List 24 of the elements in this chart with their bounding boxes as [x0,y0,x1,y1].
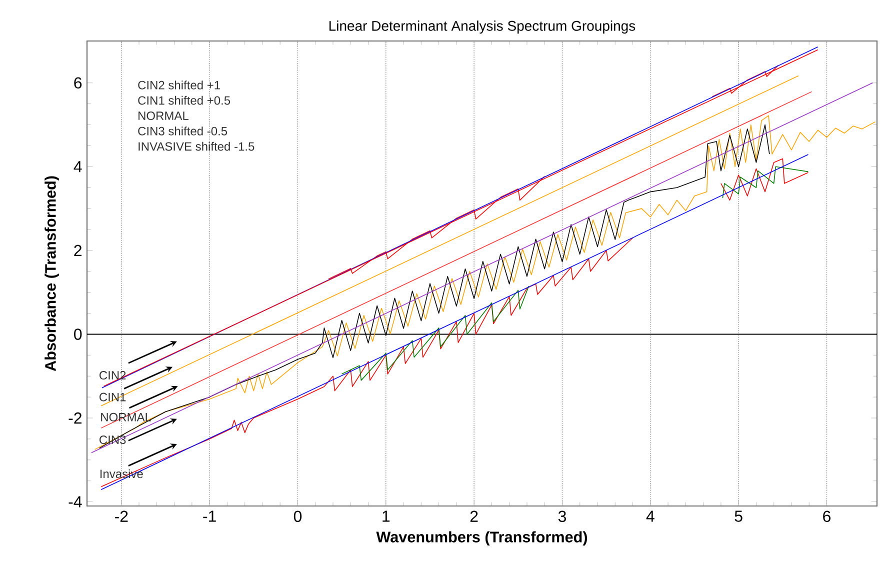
annotation: NORMAL [138,112,188,120]
y-tick-label: -2 [68,412,82,424]
annotation: CIN2 [100,371,126,380]
y-tick-label: 2 [74,244,82,256]
x-tick-label: -1 [203,510,216,522]
x-tick-label: 6 [823,510,830,522]
y-tick-label: 0 [74,328,82,340]
x-tick-label: 3 [558,510,566,522]
annotation: CIN1 shifted +0.5 [138,96,230,105]
x-tick-label: 5 [734,510,742,522]
chart-title: Linear Determinant Analysis Spectrum Groupings [329,20,636,34]
y-tick-label: 4 [74,161,82,172]
x-axis-title: Wavenumbers (Transformed) [376,531,588,546]
x-tick-label: 4 [646,510,654,522]
y-tick-label: -4 [68,496,82,508]
x-tick-label: 2 [470,510,478,522]
y-axis-title: Absorbance (Transformed) [44,176,59,372]
y-tick-label: 6 [74,77,82,89]
annotation: INVASIVE shifted -1.5 [138,142,254,151]
annotation: CIN2 shifted +1 [138,80,220,90]
annotation: CIN3 shifted -0.5 [138,126,228,136]
x-tick-label: 1 [382,510,390,522]
x-tick-label: -2 [114,510,128,522]
x-tick-label: 0 [294,510,302,522]
